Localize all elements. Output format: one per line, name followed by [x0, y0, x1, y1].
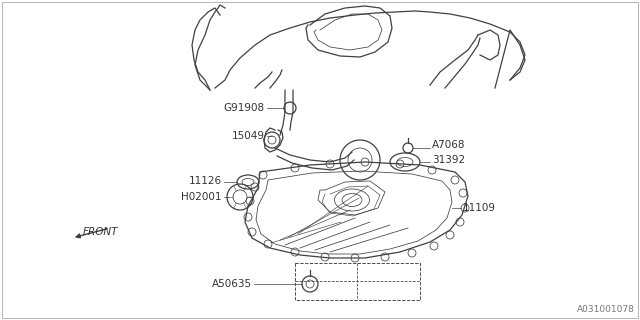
Text: 31392: 31392: [432, 155, 465, 165]
Text: G91908: G91908: [224, 103, 265, 113]
Text: 11126: 11126: [189, 176, 222, 186]
Text: 15049: 15049: [232, 131, 265, 141]
Text: A7068: A7068: [432, 140, 465, 150]
Text: FRONT: FRONT: [83, 227, 118, 237]
Text: A031001078: A031001078: [577, 305, 635, 314]
Text: A50635: A50635: [212, 279, 252, 289]
Text: 11109: 11109: [463, 203, 496, 213]
Text: H02001: H02001: [182, 192, 222, 202]
